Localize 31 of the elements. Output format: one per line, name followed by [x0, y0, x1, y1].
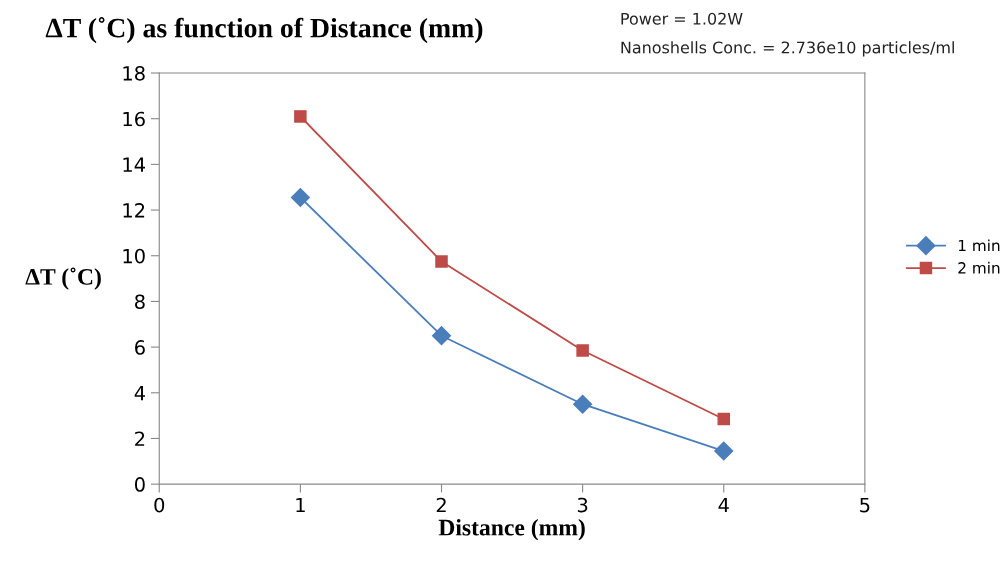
- y-tick-label: 0: [134, 477, 145, 492]
- y-tick-label: 10: [123, 248, 145, 264]
- point: [714, 441, 734, 461]
- legend-label: 1 min: [958, 239, 1000, 252]
- text: Power = 1.02W: [621, 12, 743, 25]
- point: [717, 412, 730, 426]
- point: [290, 187, 310, 208]
- y-tick-label: 2: [135, 431, 145, 446]
- x-tick-label: 1: [296, 497, 305, 513]
- y-tick-label: 14: [123, 157, 145, 172]
- x-tick-label: 3: [577, 497, 588, 513]
- x-tick-label: 0: [154, 497, 165, 513]
- point: [573, 394, 593, 414]
- y-tick-label: 16: [123, 111, 145, 127]
- x-axis-title: Distance (mm): [438, 518, 585, 541]
- x-tick-label: 4: [718, 497, 729, 513]
- y-tick-label: 6: [135, 340, 145, 355]
- y-tick-label: 12: [123, 203, 145, 218]
- chart-title: ΔT (˚C) as function of Distance (mm): [45, 17, 483, 44]
- text: Nanoshells Conc. = 2.736e10 particles/ml: [621, 41, 954, 57]
- x-tick-label: 5: [860, 497, 870, 513]
- x-tick-label: 2: [436, 497, 446, 513]
- point: [294, 110, 307, 123]
- y-tick-label: 18: [123, 65, 145, 81]
- y-axis-title: ΔT (˚C): [25, 267, 101, 290]
- y-tick-label: 4: [134, 386, 145, 401]
- point: [435, 255, 448, 268]
- legend-label: 2 min: [958, 261, 1000, 274]
- point: [576, 344, 589, 357]
- y-tick-label: 8: [135, 294, 145, 310]
- point: [431, 326, 452, 346]
